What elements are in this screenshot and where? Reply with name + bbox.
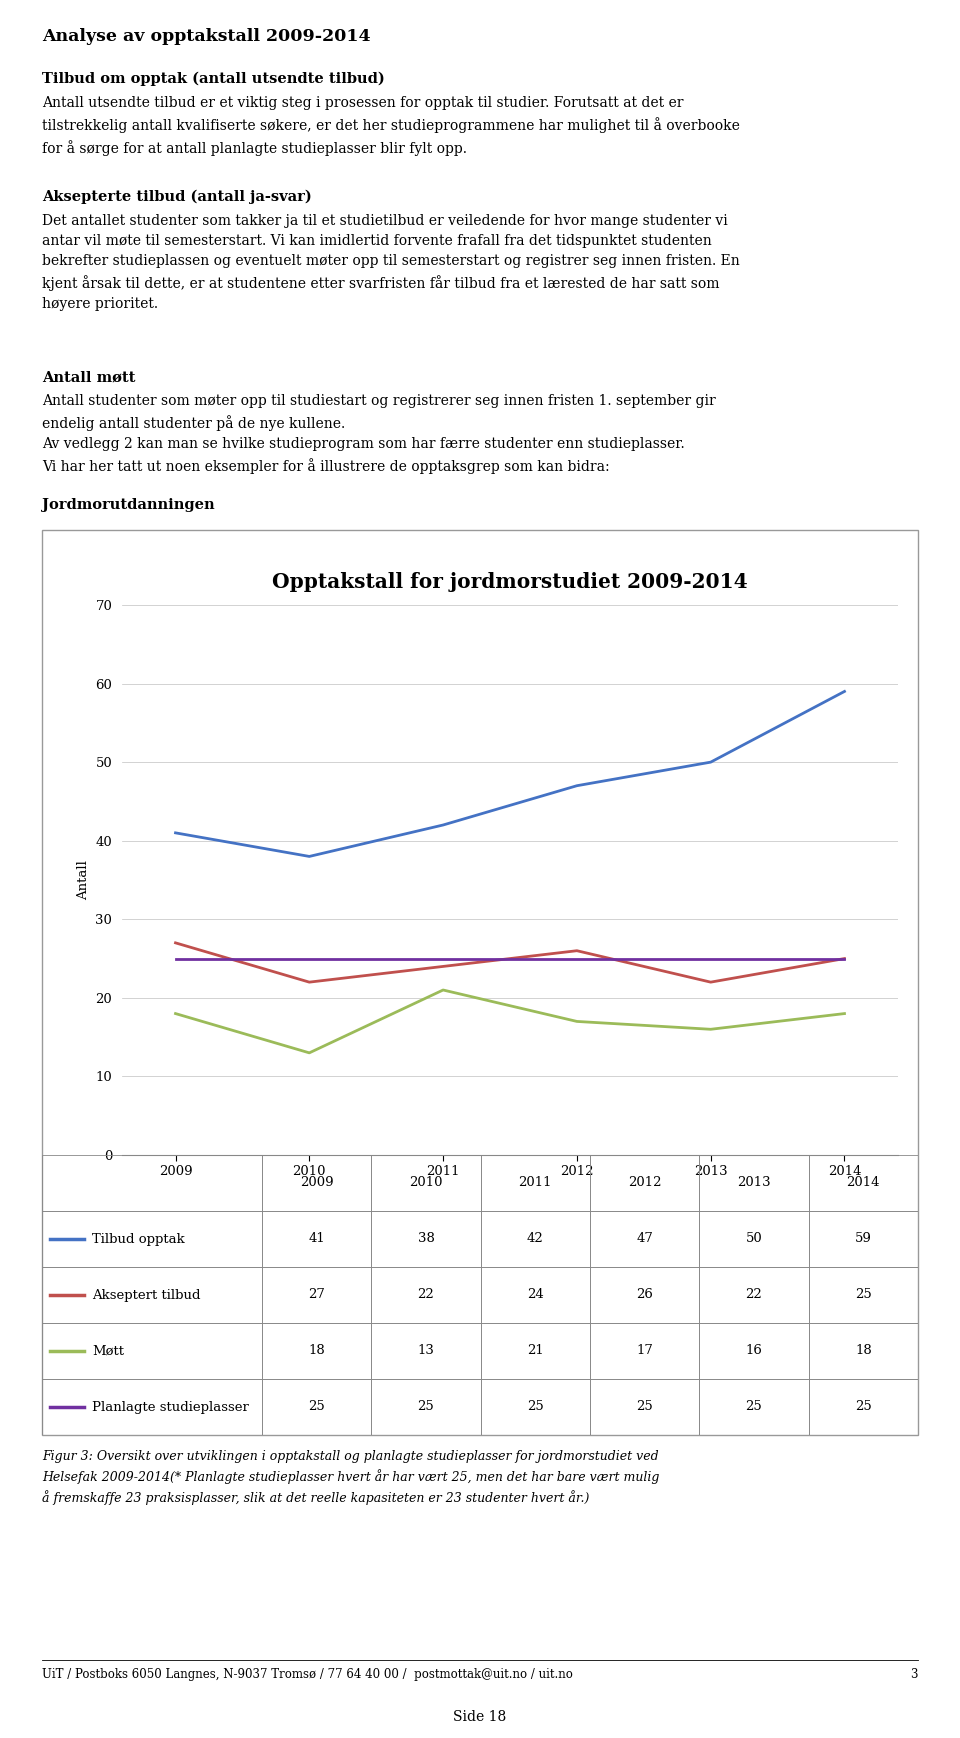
Bar [372,1267,481,1323]
Bar [372,1323,481,1378]
Text: Antall møtt: Antall møtt [42,370,135,384]
Text: 24: 24 [527,1288,543,1302]
Text: 16: 16 [746,1345,762,1357]
Text: Det antallet studenter som takker ja til et studietilbud er veiledende for hvor : Det antallet studenter som takker ja til… [42,214,740,311]
Bar [42,1323,262,1378]
Text: Jordmorutdanningen: Jordmorutdanningen [42,499,215,513]
Bar [481,1378,590,1436]
Text: UiT / Postboks 6050 Langnes, N-9037 Tromsø / 77 64 40 00 /  postmottak@uit.no / : UiT / Postboks 6050 Langnes, N-9037 Trom… [42,1668,573,1681]
Text: 25: 25 [855,1288,872,1302]
Text: 50: 50 [746,1232,762,1246]
Text: 22: 22 [418,1288,434,1302]
Text: Analyse av opptakstall 2009-2014: Analyse av opptakstall 2009-2014 [42,28,371,45]
Text: 2010: 2010 [409,1177,443,1189]
Bar [42,530,918,1436]
Text: 21: 21 [527,1345,543,1357]
Bar [481,1211,590,1267]
Bar [699,1156,808,1211]
Bar [42,1378,262,1436]
Text: 22: 22 [746,1288,762,1302]
Text: 41: 41 [308,1232,325,1246]
Text: 18: 18 [308,1345,325,1357]
Title: Opptakstall for jordmorstudiet 2009-2014: Opptakstall for jordmorstudiet 2009-2014 [272,572,748,593]
Text: 25: 25 [308,1401,325,1413]
Bar [262,1323,372,1378]
Bar [699,1211,808,1267]
Text: Møtt: Møtt [92,1345,124,1357]
Text: 25: 25 [418,1401,434,1413]
Bar [699,1378,808,1436]
Bar [372,1378,481,1436]
Text: 13: 13 [418,1345,435,1357]
Text: 2014: 2014 [847,1177,880,1189]
Bar [262,1156,372,1211]
Bar [590,1156,699,1211]
Bar [42,1156,262,1211]
Bar [590,1323,699,1378]
Text: 18: 18 [855,1345,872,1357]
Text: 27: 27 [308,1288,325,1302]
Text: Side 18: Side 18 [453,1710,507,1724]
Bar [262,1267,372,1323]
Text: Planlagte studieplasser: Planlagte studieplasser [92,1401,249,1413]
Bar [42,1211,262,1267]
Text: 42: 42 [527,1232,543,1246]
Bar [590,1211,699,1267]
Text: Tilbud opptak: Tilbud opptak [92,1232,184,1246]
Text: 26: 26 [636,1288,653,1302]
Bar [808,1156,918,1211]
Text: Figur 3: Oversikt over utviklingen i opptakstall og planlagte studieplasser for : Figur 3: Oversikt over utviklingen i opp… [42,1449,660,1505]
Bar [372,1211,481,1267]
Bar [808,1267,918,1323]
Bar [372,1156,481,1211]
Bar [808,1323,918,1378]
Bar [42,1267,262,1323]
Bar [481,1156,590,1211]
Text: 25: 25 [855,1401,872,1413]
Bar [808,1211,918,1267]
Bar [481,1323,590,1378]
Text: Tilbud om opptak (antall utsendte tilbud): Tilbud om opptak (antall utsendte tilbud… [42,71,385,87]
Text: 59: 59 [855,1232,872,1246]
Bar [590,1378,699,1436]
Text: 17: 17 [636,1345,653,1357]
Text: 47: 47 [636,1232,653,1246]
Text: Aksepterte tilbud (antall ja-svar): Aksepterte tilbud (antall ja-svar) [42,189,312,205]
Bar [699,1267,808,1323]
Text: 2011: 2011 [518,1177,552,1189]
Text: Antall studenter som møter opp til studiestart og registrerer seg innen fristen : Antall studenter som møter opp til studi… [42,395,716,474]
Text: 38: 38 [418,1232,435,1246]
Bar [262,1211,372,1267]
Y-axis label: Antall: Antall [77,860,90,900]
Text: 25: 25 [636,1401,653,1413]
Text: 3: 3 [910,1668,918,1681]
Bar [808,1378,918,1436]
Bar [262,1378,372,1436]
Text: Antall utsendte tilbud er et viktig steg i prosessen for opptak til studier. For: Antall utsendte tilbud er et viktig steg… [42,96,740,156]
Bar [699,1323,808,1378]
Bar [590,1267,699,1323]
Text: Akseptert tilbud: Akseptert tilbud [92,1288,201,1302]
Text: 2009: 2009 [300,1177,333,1189]
Bar [481,1267,590,1323]
Text: 2013: 2013 [737,1177,771,1189]
Text: 2012: 2012 [628,1177,661,1189]
Text: 25: 25 [746,1401,762,1413]
Text: 25: 25 [527,1401,543,1413]
